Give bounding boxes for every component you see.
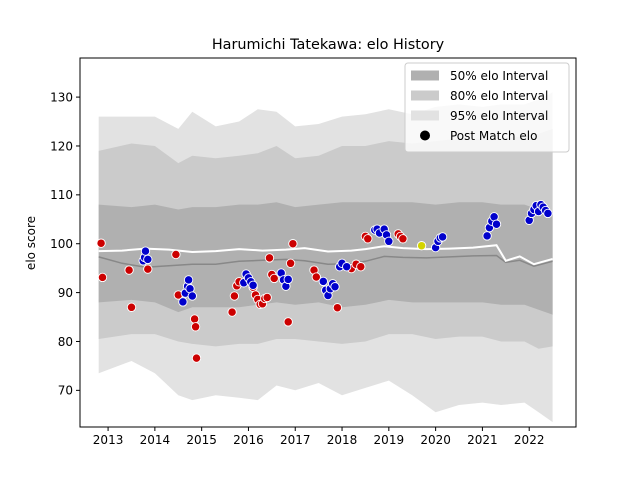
match-point-loss	[285, 258, 296, 268]
match-point-win	[342, 262, 352, 272]
match-point-loss	[283, 317, 293, 327]
match-point-win	[318, 276, 328, 287]
match-point-win	[543, 208, 553, 219]
x-tick-label: 2013	[93, 433, 124, 447]
match-point-loss	[356, 262, 366, 272]
match-point-loss	[190, 322, 201, 332]
match-point-win	[178, 297, 188, 307]
y-axis-label: elo score	[24, 216, 38, 270]
estimate-lines	[98, 244, 553, 268]
match-points	[96, 199, 553, 363]
match-point-win	[482, 231, 492, 241]
legend-marker	[420, 130, 430, 141]
median-elo-line	[98, 244, 553, 266]
legend-label: 50% elo Interval	[450, 69, 548, 83]
x-axis: 2013 2014 2015 2016 2017 2018 2019 2020 2021 2022	[93, 427, 545, 447]
x-tick-label: 2021	[467, 433, 498, 447]
legend-swatch	[411, 90, 439, 101]
x-tick-label: 2016	[233, 433, 264, 447]
match-point-loss	[191, 353, 202, 363]
match-point-loss	[264, 253, 275, 263]
y-tick-label: 70	[58, 384, 73, 398]
match-point-win	[384, 236, 394, 246]
x-tick-label: 2019	[374, 433, 405, 447]
match-point-win	[283, 274, 293, 285]
y-tick-label: 100	[50, 237, 73, 251]
match-point-loss	[143, 264, 153, 274]
y-tick-label: 130	[50, 90, 73, 104]
match-point-win	[248, 280, 258, 290]
mean-elo-line	[98, 254, 553, 268]
y-axis: 70 80 90 100 110 120 130	[50, 90, 80, 398]
match-point-loss	[269, 273, 279, 284]
x-tick-label: 2017	[280, 433, 311, 447]
plot-frame	[79, 57, 577, 428]
legend-swatch	[411, 70, 439, 81]
interval-bands	[98, 92, 553, 423]
match-point-win	[183, 275, 194, 285]
y-tick-label: 120	[50, 139, 73, 153]
match-point-loss	[288, 239, 298, 249]
x-tick-label: 2020	[420, 433, 451, 447]
x-tick-label: 2015	[186, 433, 217, 447]
legend: 50% elo Interval 80% elo Interval 95% elo …	[404, 62, 570, 153]
match-point-loss	[96, 238, 106, 248]
match-point-loss	[171, 249, 181, 260]
match-point-loss	[126, 302, 137, 312]
y-tick-label: 90	[58, 286, 73, 300]
match-point-loss	[229, 291, 240, 301]
legend-box	[404, 62, 570, 153]
match-point-win	[491, 219, 502, 229]
plot-area	[96, 92, 553, 423]
legend-label: 95% elo Interval	[450, 109, 548, 123]
match-point-loss	[363, 234, 373, 244]
band-50-interval	[98, 202, 553, 315]
match-point-loss	[332, 303, 343, 313]
legend-label: 80% elo Interval	[450, 89, 548, 103]
x-tick-label: 2022	[514, 433, 545, 447]
match-point-loss	[227, 307, 237, 317]
y-tick-label: 110	[50, 188, 73, 202]
legend-swatch	[411, 110, 439, 121]
x-tick-label: 2018	[327, 433, 358, 447]
match-point-loss	[97, 272, 108, 283]
match-point-loss	[262, 292, 272, 303]
match-point-draw	[416, 241, 427, 251]
match-point-win	[330, 282, 340, 292]
match-point-win	[143, 254, 153, 265]
chart-title: Harumichi Tatekawa: elo History	[212, 37, 445, 53]
x-tick-label: 2014	[140, 433, 171, 447]
legend-label: Post Match elo	[450, 129, 537, 143]
match-point-win	[187, 291, 197, 301]
match-point-loss	[398, 234, 408, 244]
match-point-loss	[311, 272, 321, 282]
match-point-loss	[124, 265, 134, 275]
y-tick-label: 80	[58, 335, 73, 349]
match-point-loss	[189, 314, 200, 324]
match-point-win	[140, 246, 151, 256]
match-point-win	[437, 232, 448, 242]
